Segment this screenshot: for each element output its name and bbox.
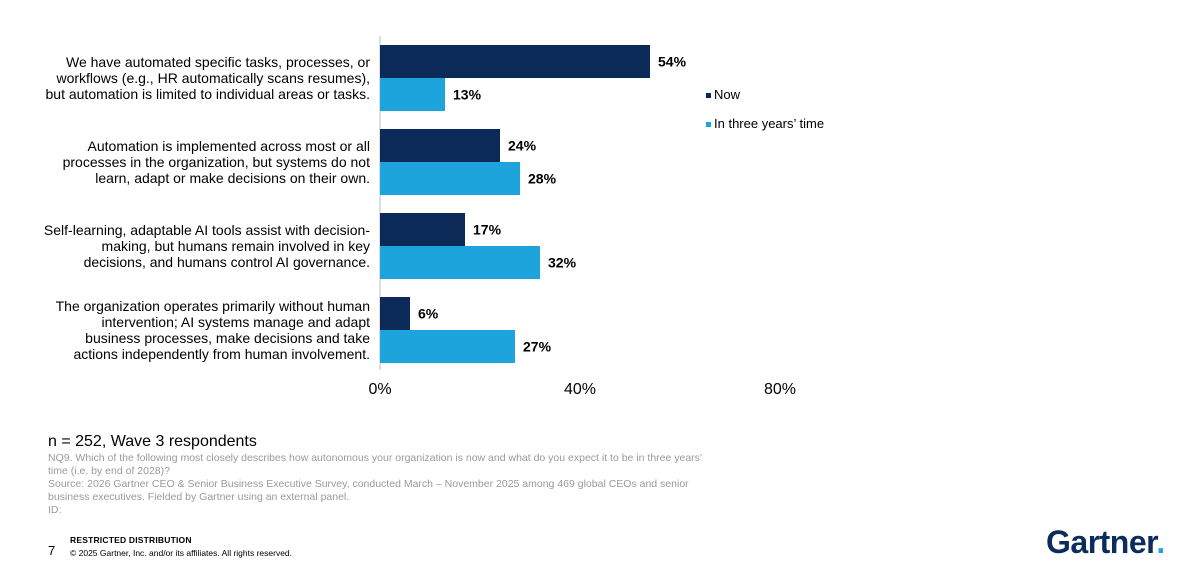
data-label: 24% (508, 138, 537, 154)
legend-swatch (706, 93, 711, 99)
footnote-line: ID: (48, 504, 62, 516)
x-tick-label: 0% (368, 381, 392, 398)
data-label: 32% (548, 255, 577, 271)
footnotes: NQ9. Which of the following most closely… (48, 452, 778, 517)
category-label: We have automated specific tasks, proces… (10, 54, 371, 102)
category-label-line: We have automated specific tasks, proces… (66, 54, 370, 70)
category-label-line: intervention; AI systems manage and adap… (101, 314, 371, 330)
legend-swatch (706, 122, 711, 128)
category-label-line: processes in the organization, but syste… (62, 154, 370, 170)
sample-size-note: n = 252, Wave 3 respondents (48, 433, 257, 450)
bar-now-2 (380, 129, 500, 162)
logo-dot: . (1156, 524, 1165, 560)
page-number: 7 (48, 543, 56, 558)
category-label-line: decisions, and humans control AI governa… (83, 254, 370, 270)
footnote-line: business executives. Fielded by Gartner … (48, 491, 350, 503)
category-label: The organization operates primarily with… (10, 298, 370, 362)
legend-item: Now (706, 87, 740, 102)
bar-now-4 (380, 297, 410, 330)
category-label-line: but automation is limited to individual … (45, 86, 371, 102)
category-label-line: business processes, make decisions and t… (85, 330, 370, 346)
bar-now-1 (380, 45, 650, 78)
bar-three-years-2 (380, 162, 520, 195)
category-label-line: Automation is implemented across most or… (87, 138, 370, 154)
copyright-notice: © 2025 Gartner, Inc. and/or its affiliat… (70, 548, 293, 558)
data-label: 28% (528, 171, 557, 187)
chart-area: 54% 13% 24% 28% 17% 32% 6% 27% (379, 36, 687, 370)
category-label-line: learn, adapt or make decisions on their … (95, 170, 370, 186)
restricted-distribution-label: RESTRICTED DISTRIBUTION (70, 535, 192, 545)
logo-text: Gartner (1046, 524, 1157, 560)
data-label: 6% (418, 306, 439, 322)
legend-label: In three years’ time (714, 116, 825, 131)
legend-item: In three years’ time (706, 116, 824, 131)
category-label: Automation is implemented across most or… (10, 138, 370, 186)
gartner-logo: Gartner. (1046, 524, 1165, 561)
x-tick-label: 80% (764, 381, 797, 398)
category-label-line: making, but humans remain involved in ke… (101, 238, 370, 254)
category-label: Self-learning, adaptable AI tools assist… (10, 222, 370, 270)
footnote-line: Source: 2026 Gartner CEO & Senior Busine… (48, 478, 689, 490)
data-label: 13% (453, 87, 482, 103)
category-label-line: Self-learning, adaptable AI tools assist… (43, 222, 370, 238)
bar-now-3 (380, 213, 465, 246)
bar-three-years-4 (380, 330, 515, 363)
legend-label: Now (714, 87, 741, 102)
x-tick-label: 40% (564, 381, 597, 398)
bar-chart: 54% 13% 24% 28% 17% 32% 6% 27% (379, 36, 687, 370)
data-label: 17% (473, 222, 502, 238)
footnote-line: time (i.e. by end of 2028)? (48, 465, 170, 477)
data-label: 54% (658, 54, 687, 70)
category-label-line: workflows (e.g., HR automatically scans … (56, 70, 370, 86)
footnote-line: NQ9. Which of the following most closely… (48, 452, 703, 464)
bar-three-years-3 (380, 246, 540, 279)
category-label-line: The organization operates primarily with… (55, 298, 370, 314)
bar-three-years-1 (380, 78, 445, 111)
category-label-line: actions independently from human involve… (73, 346, 370, 362)
data-label: 27% (523, 339, 552, 355)
